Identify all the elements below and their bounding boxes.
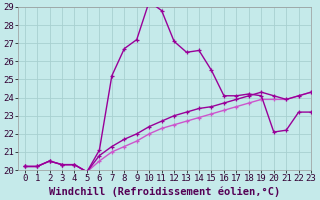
X-axis label: Windchill (Refroidissement éolien,°C): Windchill (Refroidissement éolien,°C) (49, 186, 280, 197)
